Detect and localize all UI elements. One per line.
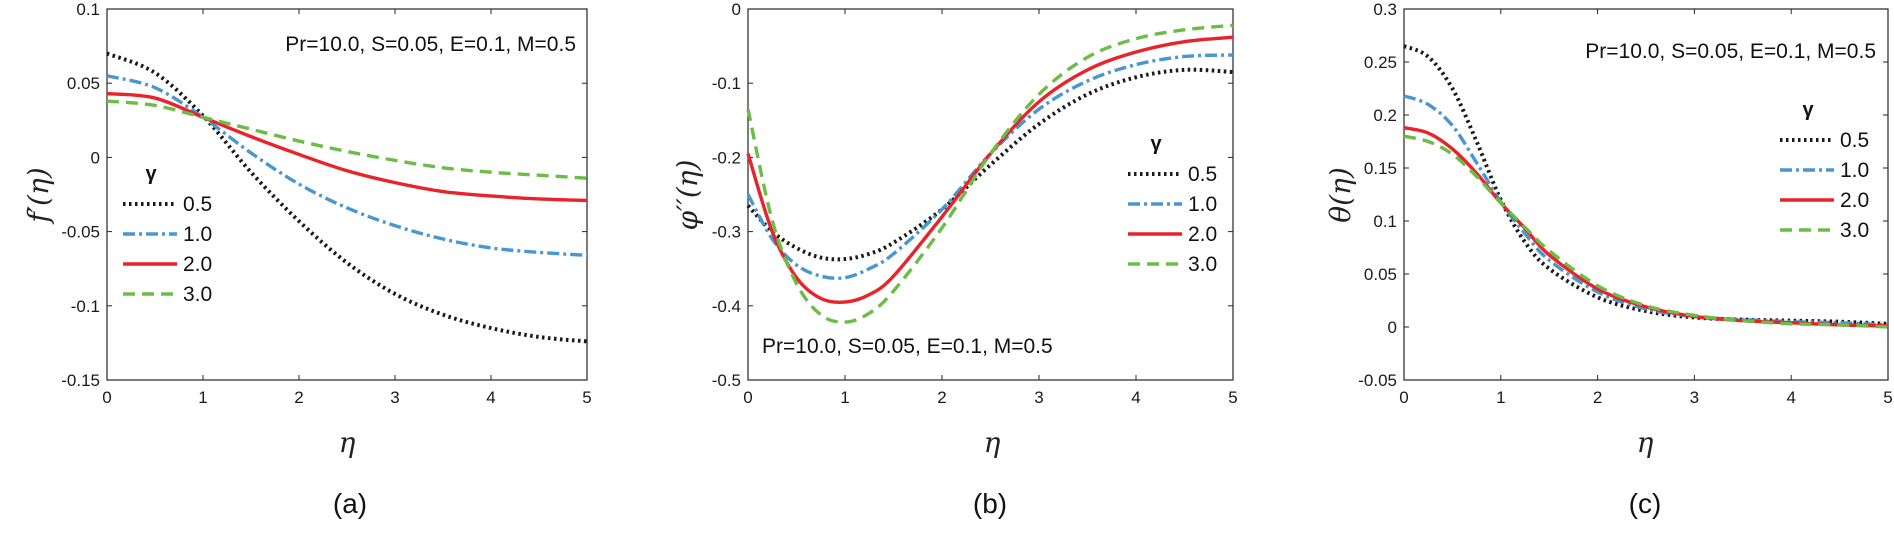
- x-axis-label-b: η: [984, 426, 1001, 459]
- x-axis-label-a: η: [339, 426, 356, 459]
- annotation-a: Pr=10.0, S=0.05, E=0.1, M=0.5: [285, 33, 576, 56]
- y-axis-label-c: θ(η): [1324, 167, 1357, 222]
- x-tick-label-a: 0: [102, 388, 111, 407]
- legend-label-b-3: 3.0: [1188, 253, 1217, 276]
- y-tick-label-b: 0: [732, 0, 741, 19]
- legend-label-c-3: 3.0: [1840, 219, 1869, 242]
- series-line-a-gamma-2-0: [106, 91, 588, 203]
- series-line-a-gamma-1-0: [106, 74, 588, 258]
- annotation-b: Pr=10.0, S=0.05, E=0.1, M=0.5: [762, 335, 1053, 358]
- legend-title-a: γ: [145, 163, 157, 185]
- y-tick-label-a: 0.05: [67, 74, 100, 93]
- x-tick-label-b: 0: [743, 388, 752, 407]
- x-tick-label-c: 0: [1399, 388, 1408, 407]
- x-tick-label-a: 4: [486, 388, 495, 407]
- series-line-b-gamma-2-0: [746, 35, 1234, 305]
- panel-b: 0 1 2 3 4 5 -0.5 -0.4 -0.3 -0.2 -0.1 0 Pr=10.0, S=0…: [671, 0, 1238, 519]
- ticks-a: 0 1 2 3 4 5 -0.15 -0.1 -0.05 0 0.05 0.1: [61, 0, 591, 407]
- legend-label-a-2: 2.0: [183, 253, 212, 276]
- y-tick-label-b: -0.4: [712, 297, 741, 316]
- caption-b: (b): [973, 488, 1007, 519]
- legend-b: γ 0.5 1.0 2.0 3.0: [1128, 133, 1217, 276]
- x-tick-label-c: 3: [1690, 388, 1699, 407]
- series-line-c-gamma-0-5: [1403, 44, 1889, 326]
- x-tick-label-b: 3: [1034, 388, 1043, 407]
- y-tick-label-c: 0.25: [1364, 53, 1397, 72]
- legend-title-b: γ: [1150, 133, 1162, 155]
- x-tick-label-a: 1: [198, 388, 207, 407]
- legend-label-b-1: 1.0: [1188, 193, 1217, 216]
- series-line-a-gamma-3-0: [106, 99, 588, 180]
- x-tick-label-a: 5: [582, 388, 591, 407]
- y-tick-label-b: -0.1: [712, 74, 741, 93]
- x-tick-label-c: 1: [1496, 388, 1505, 407]
- legend-label-c-1: 1.0: [1840, 159, 1869, 182]
- caption-c: (c): [1629, 488, 1662, 519]
- legend-label-c-0: 0.5: [1840, 129, 1869, 152]
- legend-label-b-0: 0.5: [1188, 163, 1217, 186]
- series-line-b-gamma-1-0: [746, 53, 1234, 280]
- x-tick-label-c: 2: [1593, 388, 1602, 407]
- x-axis-label-c: η: [1637, 426, 1654, 459]
- series-line-b-gamma-3-0: [746, 23, 1234, 324]
- series-line-c-gamma-2-0: [1403, 126, 1889, 328]
- legend-a: γ 0.5 1.0 2.0 3.0: [123, 163, 212, 306]
- y-tick-label-c: 0.05: [1364, 265, 1397, 284]
- y-tick-label-a: -0.1: [71, 297, 100, 316]
- y-tick-label-c: 0.15: [1364, 159, 1397, 178]
- series-lines-b: [746, 23, 1234, 324]
- legend-label-a-0: 0.5: [183, 193, 212, 216]
- x-tick-label-a: 2: [294, 388, 303, 407]
- y-tick-label-c: -0.05: [1358, 371, 1397, 390]
- y-tick-label-b: -0.3: [712, 223, 741, 242]
- x-tick-label-c: 5: [1883, 388, 1892, 407]
- series-line-c-gamma-3-0: [1403, 134, 1889, 329]
- x-tick-label-b: 1: [840, 388, 849, 407]
- legend-label-b-2: 2.0: [1188, 223, 1217, 246]
- legend-label-c-2: 2.0: [1840, 189, 1869, 212]
- y-tick-label-a: -0.05: [61, 223, 100, 242]
- plot-frame-b: [747, 8, 1234, 381]
- y-tick-label-a: -0.15: [61, 371, 100, 390]
- y-axis-label-a: f′(η): [22, 167, 55, 224]
- x-tick-label-b: 2: [937, 388, 946, 407]
- y-tick-label-b: -0.5: [712, 371, 741, 390]
- legend-label-a-3: 3.0: [183, 283, 212, 306]
- series-lines-a: [106, 51, 588, 344]
- plot-frame-a: [106, 8, 588, 381]
- panel-a: 0 1 2 3 4 5 -0.15 -0.1 -0.05 0 0.05 0.1 Pr=10.0, S=…: [22, 0, 592, 519]
- series-line-a-gamma-0-5: [106, 51, 588, 344]
- legend-c: γ 0.5 1.0 2.0 3.0: [1780, 99, 1869, 242]
- y-tick-label-c: 0: [1388, 318, 1397, 337]
- x-tick-label-a: 3: [390, 388, 399, 407]
- x-tick-label-b: 4: [1131, 388, 1140, 407]
- plot-frame-c: [1403, 8, 1889, 381]
- y-axis-label-b: φ′′(η): [671, 160, 704, 231]
- y-tick-label-c: 0.1: [1373, 212, 1397, 231]
- y-tick-label-a: 0: [91, 148, 100, 167]
- y-tick-label-c: 0.3: [1373, 0, 1397, 19]
- y-tick-label-c: 0.2: [1373, 106, 1397, 125]
- series-lines-c: [1403, 44, 1889, 329]
- x-tick-label-c: 4: [1786, 388, 1795, 407]
- caption-a: (a): [333, 488, 367, 519]
- series-line-b-gamma-0-5: [746, 67, 1234, 262]
- series-line-c-gamma-1-0: [1403, 94, 1889, 327]
- legend-label-a-1: 1.0: [183, 223, 212, 246]
- y-tick-label-a: 0.1: [76, 0, 100, 19]
- ticks-b: 0 1 2 3 4 5 -0.5 -0.4 -0.3 -0.2 -0.1 0: [712, 0, 1238, 407]
- legend-title-c: γ: [1802, 99, 1814, 121]
- x-tick-label-b: 5: [1228, 388, 1237, 407]
- y-tick-label-b: -0.2: [712, 148, 741, 167]
- annotation-c: Pr=10.0, S=0.05, E=0.1, M=0.5: [1585, 40, 1876, 63]
